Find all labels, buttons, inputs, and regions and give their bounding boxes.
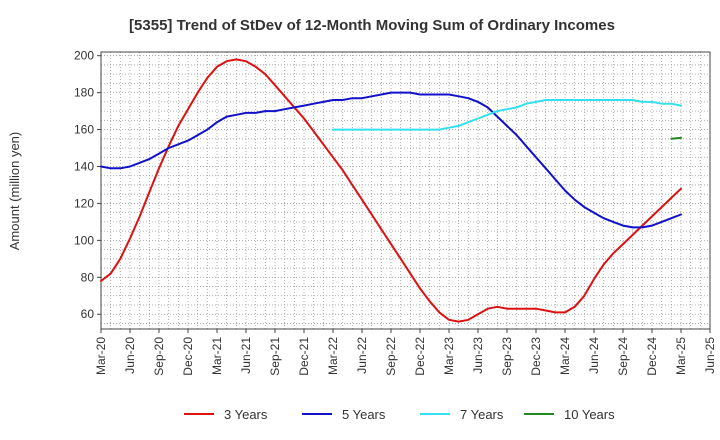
- x-tick-label: Dec-20: [181, 337, 195, 376]
- x-tick-label: Jun-21: [239, 337, 253, 374]
- x-axis-ticks: Mar-20 Jun-20 Sep-20 Dec-20 Mar-21 Jun-21 Sep-…: [94, 329, 717, 376]
- series-line-10-years: [670, 136, 682, 140]
- grid: [100, 52, 711, 329]
- y-tick-label: 140: [74, 159, 94, 173]
- y-axis-ticks: 60 80 100 120 140 160 180 200: [74, 49, 101, 321]
- plot-frame: [100, 51, 711, 330]
- legend-label-10-years: 10 Years: [564, 407, 615, 422]
- x-tick-label: Jun-22: [355, 337, 369, 374]
- y-axis-label: Amount (million yen): [7, 132, 22, 251]
- series-line-3-years: [100, 58, 682, 323]
- legend-label-3-years: 3 Years: [224, 407, 268, 422]
- y-tick-label: 100: [74, 233, 94, 247]
- x-tick-label: Mar-20: [94, 337, 108, 375]
- y-tick-label: 60: [81, 307, 95, 321]
- legend-label-5-years: 5 Years: [342, 407, 386, 422]
- x-tick-label: Jun-20: [123, 337, 137, 374]
- y-tick-label: 80: [81, 270, 95, 284]
- x-tick-label: Sep-20: [152, 337, 166, 376]
- x-tick-label: Mar-25: [674, 337, 688, 375]
- x-tick-label: Sep-24: [616, 337, 630, 376]
- series-lines: [100, 58, 682, 323]
- x-tick-label: Dec-24: [645, 337, 659, 376]
- series-line-7-years: [332, 99, 682, 131]
- y-tick-label: 120: [74, 196, 94, 210]
- x-tick-label: Mar-21: [210, 337, 224, 375]
- x-tick-label: Dec-23: [529, 337, 543, 376]
- x-tick-label: Jun-24: [587, 337, 601, 374]
- x-tick-label: Mar-22: [326, 337, 340, 375]
- chart-title: [5355] Trend of StDev of 12-Month Moving…: [129, 17, 615, 34]
- x-tick-label: Mar-23: [442, 337, 456, 375]
- y-tick-label: 200: [74, 49, 94, 63]
- x-tick-label: Dec-22: [413, 337, 427, 376]
- x-tick-label: Jun-23: [471, 337, 485, 374]
- y-tick-label: 180: [74, 86, 94, 100]
- x-tick-label: Sep-22: [384, 337, 398, 376]
- legend: 3 Years 5 Years 7 Years 10 Years: [184, 407, 615, 422]
- x-tick-label: Sep-21: [268, 337, 282, 376]
- legend-label-7-years: 7 Years: [460, 407, 504, 422]
- x-tick-label: Jun-25: [703, 337, 717, 374]
- series-line-5-years: [100, 91, 682, 229]
- x-tick-label: Sep-23: [500, 337, 514, 376]
- x-tick-label: Mar-24: [558, 337, 572, 375]
- y-tick-label: 160: [74, 123, 94, 137]
- x-tick-label: Dec-21: [297, 337, 311, 376]
